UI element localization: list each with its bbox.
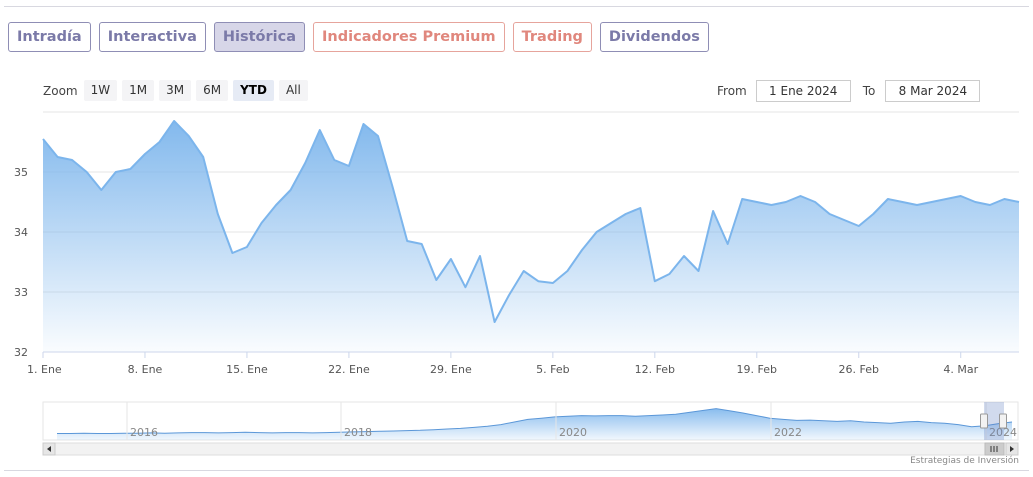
y-tick-label: 33 [14,286,28,299]
tab-intradía[interactable]: Intradía [8,22,91,52]
top-divider [4,6,1029,7]
navigator-handle-right[interactable] [999,413,1007,429]
price-line [42,120,1020,323]
tab-histórica[interactable]: Histórica [213,22,306,52]
zoom-controls: Zoom 1W 1M 3M 6M YTD All [43,80,313,101]
x-tick-label: 8. Ene [128,363,163,376]
navigator-year-label: 2016 [130,426,158,439]
arrow-left-icon [47,446,51,452]
x-tick-label: 29. Ene [430,363,472,376]
zoom-1w-button[interactable]: 1W [83,80,118,101]
zoom-3m-button[interactable]: 3M [159,80,192,101]
price-area [43,121,1019,352]
tab-interactiva[interactable]: Interactiva [98,22,206,52]
credits[interactable]: Estrategias de Inversión [910,456,1019,466]
navigator-handle-left[interactable] [980,413,988,429]
x-tick-label: 15. Ene [226,363,268,376]
chart-tabs: Intradía Interactiva Histórica Indicadores … [8,22,709,52]
y-tick-label: 35 [14,166,28,179]
tab-trading[interactable]: Trading [512,22,592,52]
y-tick-label: 32 [14,346,28,359]
navigator-window [984,402,1004,440]
x-tick-label: 4. Mar [943,363,978,376]
grip-icon [990,446,998,452]
zoom-ytd-button[interactable]: YTD [233,80,274,101]
x-tick-label: 19. Feb [737,363,777,376]
bottom-divider [4,470,1029,471]
x-tick-label: 5. Feb [536,363,569,376]
navigator-area [57,408,1012,440]
x-tick-label: 22. Ene [328,363,370,376]
navigator-year-label: 2018 [344,426,372,439]
to-label: To [862,84,876,98]
from-label: From [717,84,747,98]
navigator-year-label: 2022 [774,426,802,439]
y-tick-label: 34 [14,226,28,239]
arrow-right-icon [1010,446,1014,452]
date-range: From 1 Ene 2024 To 8 Mar 2024 [717,80,981,102]
tab-dividendos[interactable]: Dividendos [599,22,709,52]
from-date-input[interactable]: 1 Ene 2024 [755,80,851,102]
to-date-input[interactable]: 8 Mar 2024 [885,80,981,102]
zoom-label: Zoom [43,83,78,98]
zoom-buttons: 1W 1M 3M 6M YTD All [83,80,313,101]
tab-indicadores-premium[interactable]: Indicadores Premium [313,22,505,52]
navigator-year-label: 2020 [559,426,587,439]
x-tick-label: 12. Feb [635,363,675,376]
zoom-1m-button[interactable]: 1M [122,80,155,101]
zoom-all-button[interactable]: All [278,80,308,101]
navigator-line [57,408,1013,434]
x-tick-label: 26. Feb [839,363,879,376]
zoom-6m-button[interactable]: 6M [196,80,229,101]
scrollbar-track[interactable] [42,442,1019,456]
x-tick-label: 1. Ene [27,363,62,376]
navigator-year-label: 2024 [989,426,1017,439]
